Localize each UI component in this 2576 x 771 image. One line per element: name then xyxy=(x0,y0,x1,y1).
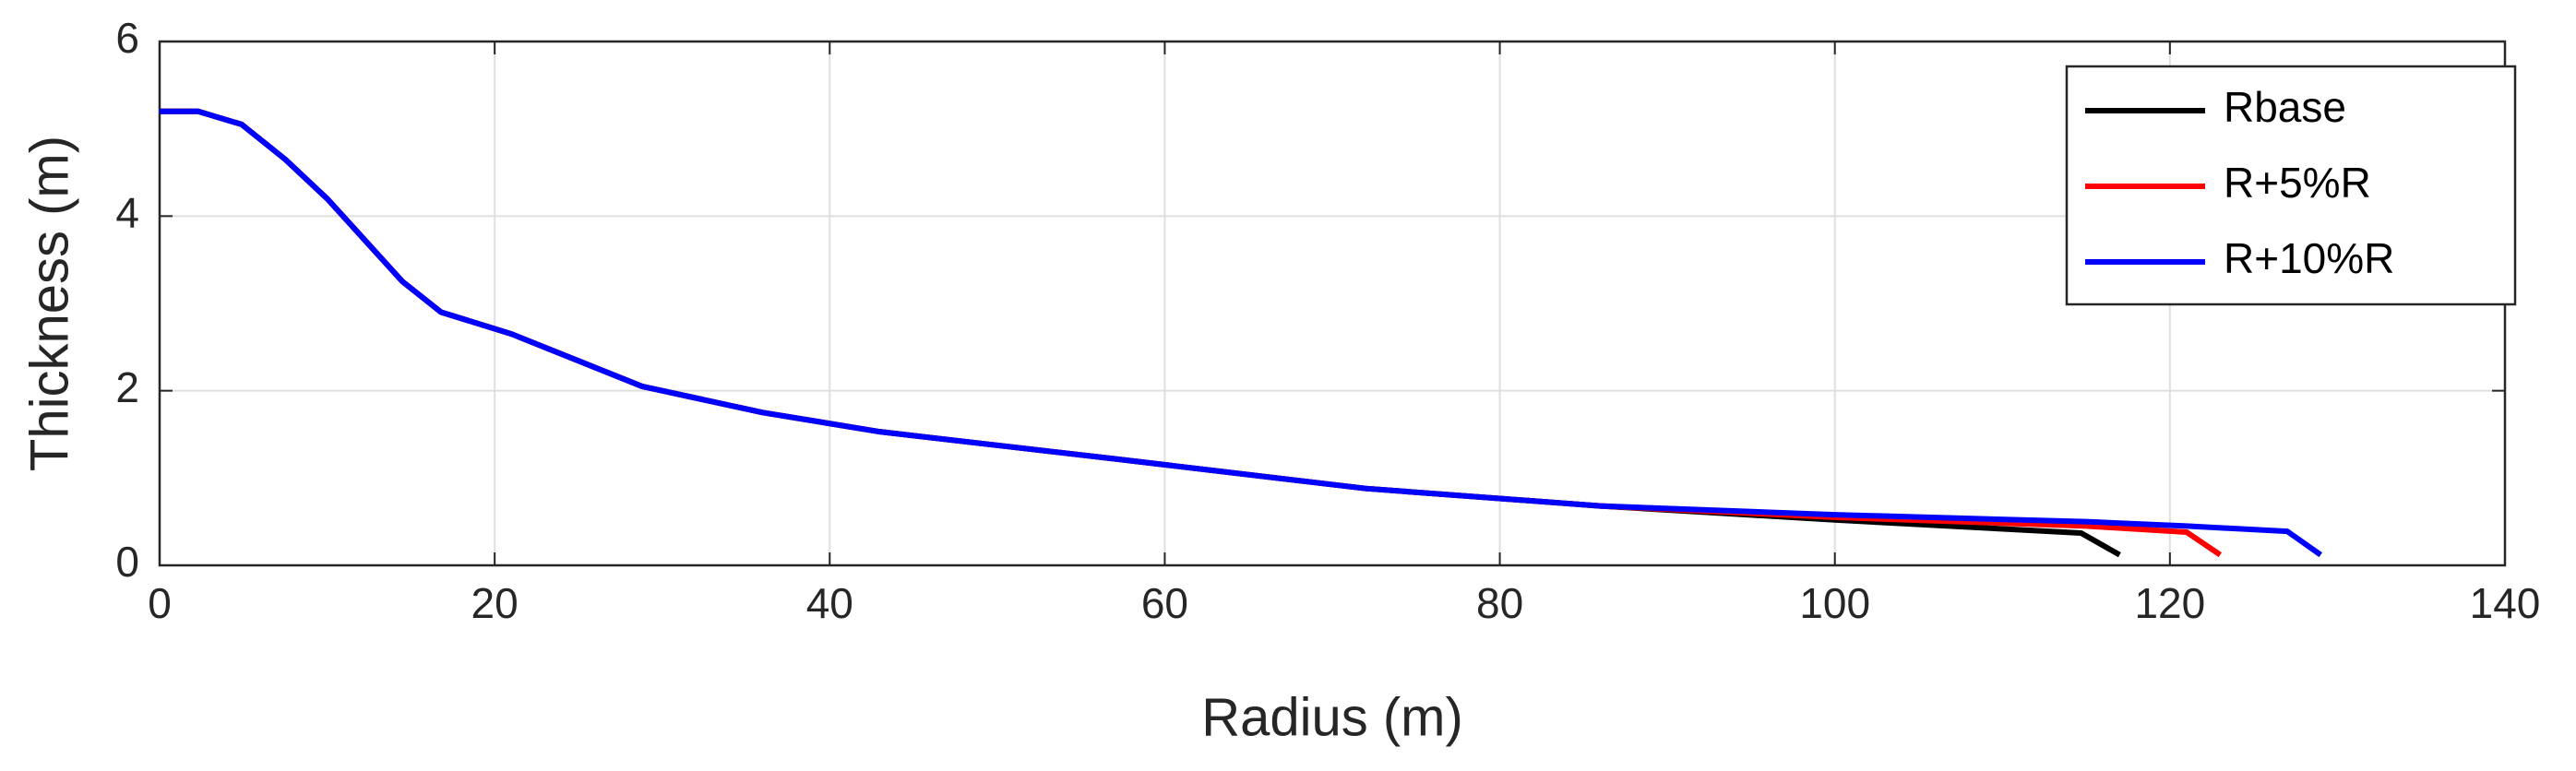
legend-label: R+10%R xyxy=(2224,234,2394,282)
x-axis-label: Radius (m) xyxy=(1201,687,1463,747)
x-tick-label: 120 xyxy=(2134,579,2205,627)
x-tick-label: 0 xyxy=(148,579,172,627)
y-tick-label: 2 xyxy=(115,363,139,411)
legend-label: Rbase xyxy=(2224,83,2346,131)
y-tick-label: 4 xyxy=(115,188,139,236)
x-tick-label: 60 xyxy=(1141,579,1188,627)
x-tick-label: 40 xyxy=(806,579,853,627)
x-tick-label: 100 xyxy=(1799,579,1870,627)
y-tick-label: 0 xyxy=(115,538,139,586)
x-tick-label: 140 xyxy=(2470,579,2541,627)
legend-label: R+5%R xyxy=(2224,159,2371,207)
y-axis-label: Thickness (m) xyxy=(19,136,79,471)
y-tick-label: 6 xyxy=(115,14,139,62)
x-tick-label: 20 xyxy=(471,579,519,627)
x-tick-label: 80 xyxy=(1476,579,1523,627)
data-line xyxy=(160,108,2322,558)
